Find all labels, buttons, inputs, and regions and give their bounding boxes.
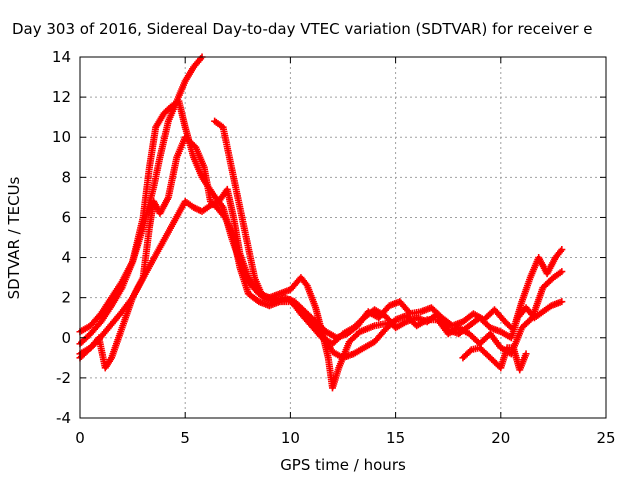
y-tick-label: 2 [61, 289, 71, 307]
data-series [211, 117, 566, 342]
x-axis-label: GPS time / hours [280, 456, 406, 474]
chart-title: Day 303 of 2016, Sidereal Day-to-day VTE… [12, 20, 593, 38]
y-tick-label: 0 [61, 329, 71, 347]
y-tick-label: 14 [52, 48, 71, 66]
y-tick-label: 10 [52, 128, 71, 146]
data-point [558, 246, 566, 254]
axes: 0 5 10 15 20 25 -4 -2 0 2 4 6 8 10 12 14 [52, 48, 616, 447]
y-tick-label: 6 [61, 208, 71, 226]
data-point [466, 347, 474, 355]
y-axis-label: SDTVAR / TECUs [5, 176, 23, 299]
x-tick-label: 5 [180, 429, 190, 447]
x-tick-label: 0 [75, 429, 85, 447]
y-tick-label: 8 [61, 168, 71, 186]
x-tick-label: 10 [281, 429, 300, 447]
data-series [459, 344, 530, 374]
y-tick-label: 4 [61, 249, 71, 267]
data-point [522, 350, 530, 358]
y-tick-label: -2 [56, 369, 71, 387]
plot-frame [79, 56, 607, 419]
y-tick-label: -4 [56, 409, 71, 427]
x-tick-label: 15 [386, 429, 405, 447]
data-point [558, 268, 566, 276]
y-tick-label: 12 [52, 88, 71, 106]
x-tick-label: 20 [491, 429, 510, 447]
x-tick-label: 25 [596, 429, 615, 447]
data-series [76, 53, 206, 336]
data-point [558, 298, 566, 306]
data-points [76, 53, 566, 392]
